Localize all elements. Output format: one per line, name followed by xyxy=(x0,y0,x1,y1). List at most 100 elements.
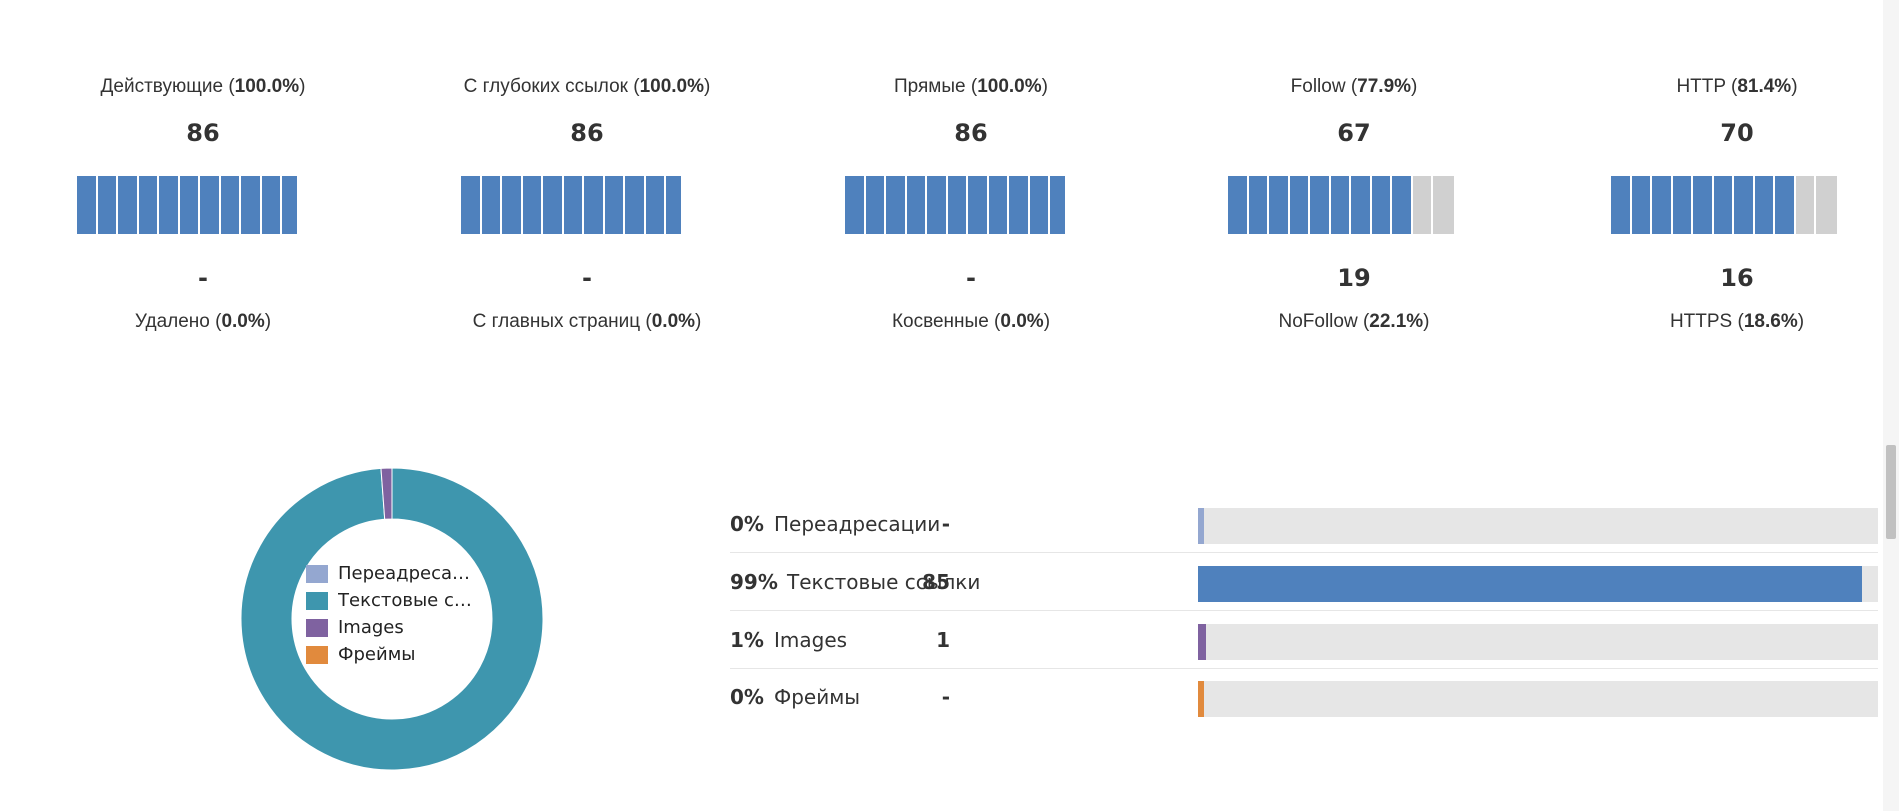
legend-item-frames[interactable]: Фреймы xyxy=(306,641,478,668)
scrollbar-thumb[interactable] xyxy=(1886,445,1896,539)
link-type-row: 1% Images 1 xyxy=(730,612,1878,669)
row-bar-track xyxy=(1198,566,1878,602)
stat-name: HTTPS xyxy=(1669,311,1733,332)
stat-top-label: HTTP (81.4%) xyxy=(1676,76,1798,97)
legend-swatch xyxy=(306,618,328,637)
legend-label: Фреймы xyxy=(338,644,416,665)
bar-segment xyxy=(604,176,625,234)
stat-percent: 22.1% xyxy=(1369,311,1424,332)
stat-top-label: Действующие (100.0%) xyxy=(100,76,306,97)
legend-item-text-links[interactable]: Текстовые сс... xyxy=(306,587,478,614)
row-percent: 0% xyxy=(730,685,764,709)
stat-bottom-label: Удалено (0.0%) xyxy=(134,311,272,332)
bar-segment xyxy=(968,176,989,234)
bar-segment xyxy=(845,176,866,234)
bar-segment xyxy=(906,176,927,234)
bar-segment xyxy=(1672,176,1693,234)
bar-segment xyxy=(1289,176,1310,234)
bar-segment xyxy=(261,176,282,234)
stat-top-value: 86 xyxy=(570,119,604,147)
stat-progress-bar xyxy=(1228,176,1482,234)
bar-segment xyxy=(1713,176,1734,234)
stat-name: Удалено xyxy=(134,311,210,332)
bar-segment xyxy=(886,176,907,234)
stat-percent: 77.9% xyxy=(1357,76,1412,97)
bar-segment xyxy=(1775,176,1796,234)
stat-bottom-value: - xyxy=(198,264,208,292)
legend-label: Текстовые сс... xyxy=(338,590,478,611)
row-bar-track xyxy=(1198,624,1878,660)
bar-segment xyxy=(138,176,159,234)
bar-segment xyxy=(543,176,564,234)
stat-top-label: Прямые (100.0%) xyxy=(894,76,1048,97)
bar-segment xyxy=(220,176,241,234)
link-type-row: 0% Переадресации - xyxy=(730,496,1878,553)
bar-segment xyxy=(1795,176,1816,234)
row-label: Images xyxy=(774,628,848,652)
bar-segment xyxy=(1412,176,1433,234)
bar-segment xyxy=(200,176,221,234)
stat-percent: 100.0% xyxy=(977,76,1042,97)
stat-percent: 0.0% xyxy=(651,311,696,332)
stat-top-value: 70 xyxy=(1720,119,1754,147)
bar-segment xyxy=(1351,176,1372,234)
legend-swatch xyxy=(306,645,328,664)
row-count: 85 xyxy=(922,570,950,594)
row-bar-track xyxy=(1198,508,1878,544)
stat-percent: 0.0% xyxy=(1000,311,1044,332)
bar-segment xyxy=(1371,176,1392,234)
stat-name: Follow xyxy=(1290,76,1346,97)
row-bar-fill xyxy=(1198,681,1204,717)
stat-progress-bar xyxy=(1611,176,1865,234)
bar-segment xyxy=(241,176,262,234)
bar-segment xyxy=(1631,176,1652,234)
bar-segment xyxy=(1392,176,1413,234)
row-count: - xyxy=(941,512,950,536)
bar-segment xyxy=(1310,176,1331,234)
legend-item-images[interactable]: Images xyxy=(306,614,478,641)
stat-bottom-value: - xyxy=(582,264,592,292)
bar-segment xyxy=(1611,176,1632,234)
bar-segment xyxy=(179,176,200,234)
legend-label: Images xyxy=(338,617,404,638)
stat-top-value: 86 xyxy=(186,119,220,147)
bar-segment xyxy=(625,176,646,234)
stat-top-value: 86 xyxy=(954,119,988,147)
link-type-row: 0% Фреймы - xyxy=(730,669,1878,726)
bar-segment xyxy=(1754,176,1775,234)
donut-slice[interactable] xyxy=(380,467,393,520)
bar-segment xyxy=(1009,176,1030,234)
stat-bottom-label: С главных страниц (0.0%) xyxy=(472,311,702,332)
donut-slice[interactable] xyxy=(240,467,544,771)
stat-name: Действующие xyxy=(100,76,224,97)
row-bar-fill xyxy=(1198,624,1206,660)
row-label: Переадресации xyxy=(774,512,941,536)
bar-segment xyxy=(1029,176,1050,234)
row-count: 1 xyxy=(936,628,950,652)
bar-segment xyxy=(282,176,297,234)
stat-bottom-value: - xyxy=(966,264,976,292)
bar-segment xyxy=(865,176,886,234)
bar-segment xyxy=(1734,176,1755,234)
bar-segment xyxy=(481,176,502,234)
bar-segment xyxy=(947,176,968,234)
bar-segment xyxy=(563,176,584,234)
row-percent: 0% xyxy=(730,512,764,536)
stat-name: Прямые xyxy=(894,76,966,97)
stat-bottom-value: 19 xyxy=(1337,264,1371,292)
row-percent: 99% xyxy=(730,570,778,594)
bar-segment xyxy=(927,176,948,234)
bar-segment xyxy=(461,176,482,234)
bar-segment xyxy=(666,176,681,234)
stat-percent: 100.0% xyxy=(234,76,300,97)
donut-legend: Переадресац... Текстовые сс... Images Фр… xyxy=(306,560,478,668)
stat-name: HTTP xyxy=(1676,76,1726,97)
page-scrollbar[interactable] xyxy=(1883,0,1899,811)
legend-label: Переадресац... xyxy=(338,563,478,584)
row-count: - xyxy=(941,685,950,709)
stat-progress-bar xyxy=(77,176,331,234)
row-bar-fill xyxy=(1198,508,1204,544)
stat-top-label: С глубоких ссылок (100.0%) xyxy=(463,76,711,97)
legend-item-redirects[interactable]: Переадресац... xyxy=(306,560,478,587)
bar-segment xyxy=(159,176,180,234)
